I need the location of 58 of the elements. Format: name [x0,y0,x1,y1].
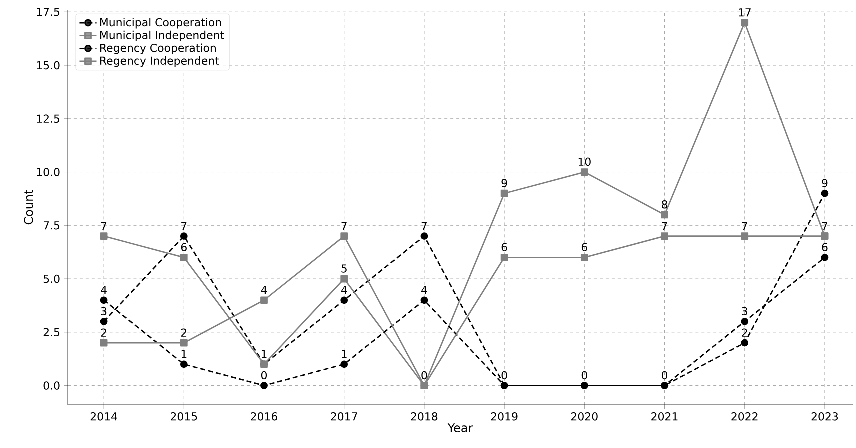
data-label: 7 [101,222,107,230]
data-label: 6 [822,243,828,252]
data-label: 9 [822,179,828,188]
y-tick-label: 5.0 [44,274,60,284]
legend-label: Municipal Independent [100,30,224,42]
x-tick-label: 2023 [812,412,838,421]
x-tick-label: 2017 [331,412,358,421]
x-tick-label: 2014 [90,412,118,421]
data-label: 3 [742,307,748,316]
y-axis-title: Count [24,190,34,225]
y-tick-label: 15.0 [37,61,60,70]
data-label: 2 [101,328,106,337]
data-label: 17 [739,8,751,17]
data-label: 5 [342,264,347,273]
data-label: 6 [502,243,508,252]
x-tick-label: 2022 [732,412,758,421]
data-label: 1 [262,350,267,358]
data-label: 0 [662,371,668,380]
data-label: 6 [181,243,187,252]
data-label: 4 [341,286,348,294]
data-label: 0 [502,371,508,380]
data-label: 4 [101,286,107,294]
y-tick-label: 10.0 [37,168,60,176]
y-tick-label: 7.5 [44,222,60,230]
data-label: 0 [422,371,428,380]
data-label: 1 [342,350,347,358]
y-tick-label: 0.0 [44,382,60,390]
data-label: 7 [342,222,347,230]
x-tick-label: 2020 [572,412,598,421]
data-label: 7 [662,222,668,230]
data-label: 4 [422,286,428,294]
x-tick-label: 2016 [251,412,278,421]
y-tick-label: 17.5 [37,8,60,16]
x-tick-label: 2019 [491,412,518,421]
data-label: 0 [582,371,588,380]
data-label: 2 [181,328,187,337]
data-label: 0 [261,371,267,380]
data-label: 7 [742,222,748,230]
legend-label: Regency Independent [100,56,220,68]
legend-label: Regency Cooperation [100,44,216,54]
x-tick-label: 2015 [171,412,198,421]
y-tick-label: 2.5 [44,328,60,337]
y-tick-label: 12.5 [37,114,60,124]
data-label: 9 [502,179,508,188]
data-label: 4 [261,286,268,294]
data-label: 6 [582,243,588,252]
data-label: 1 [182,350,187,358]
x-tick-label: 2021 [652,412,678,421]
data-label: 8 [662,200,668,209]
x-tick-label: 2018 [411,412,438,421]
data-label: 7 [182,222,187,230]
x-axis-title: Year [448,424,474,433]
data-label: 2 [742,328,748,337]
data-label: 3 [101,307,107,316]
data-label: 7 [822,222,828,230]
data-label: 10 [578,158,591,166]
data-label: 7 [422,222,427,230]
legend-label: Municipal Cooperation [100,18,222,29]
